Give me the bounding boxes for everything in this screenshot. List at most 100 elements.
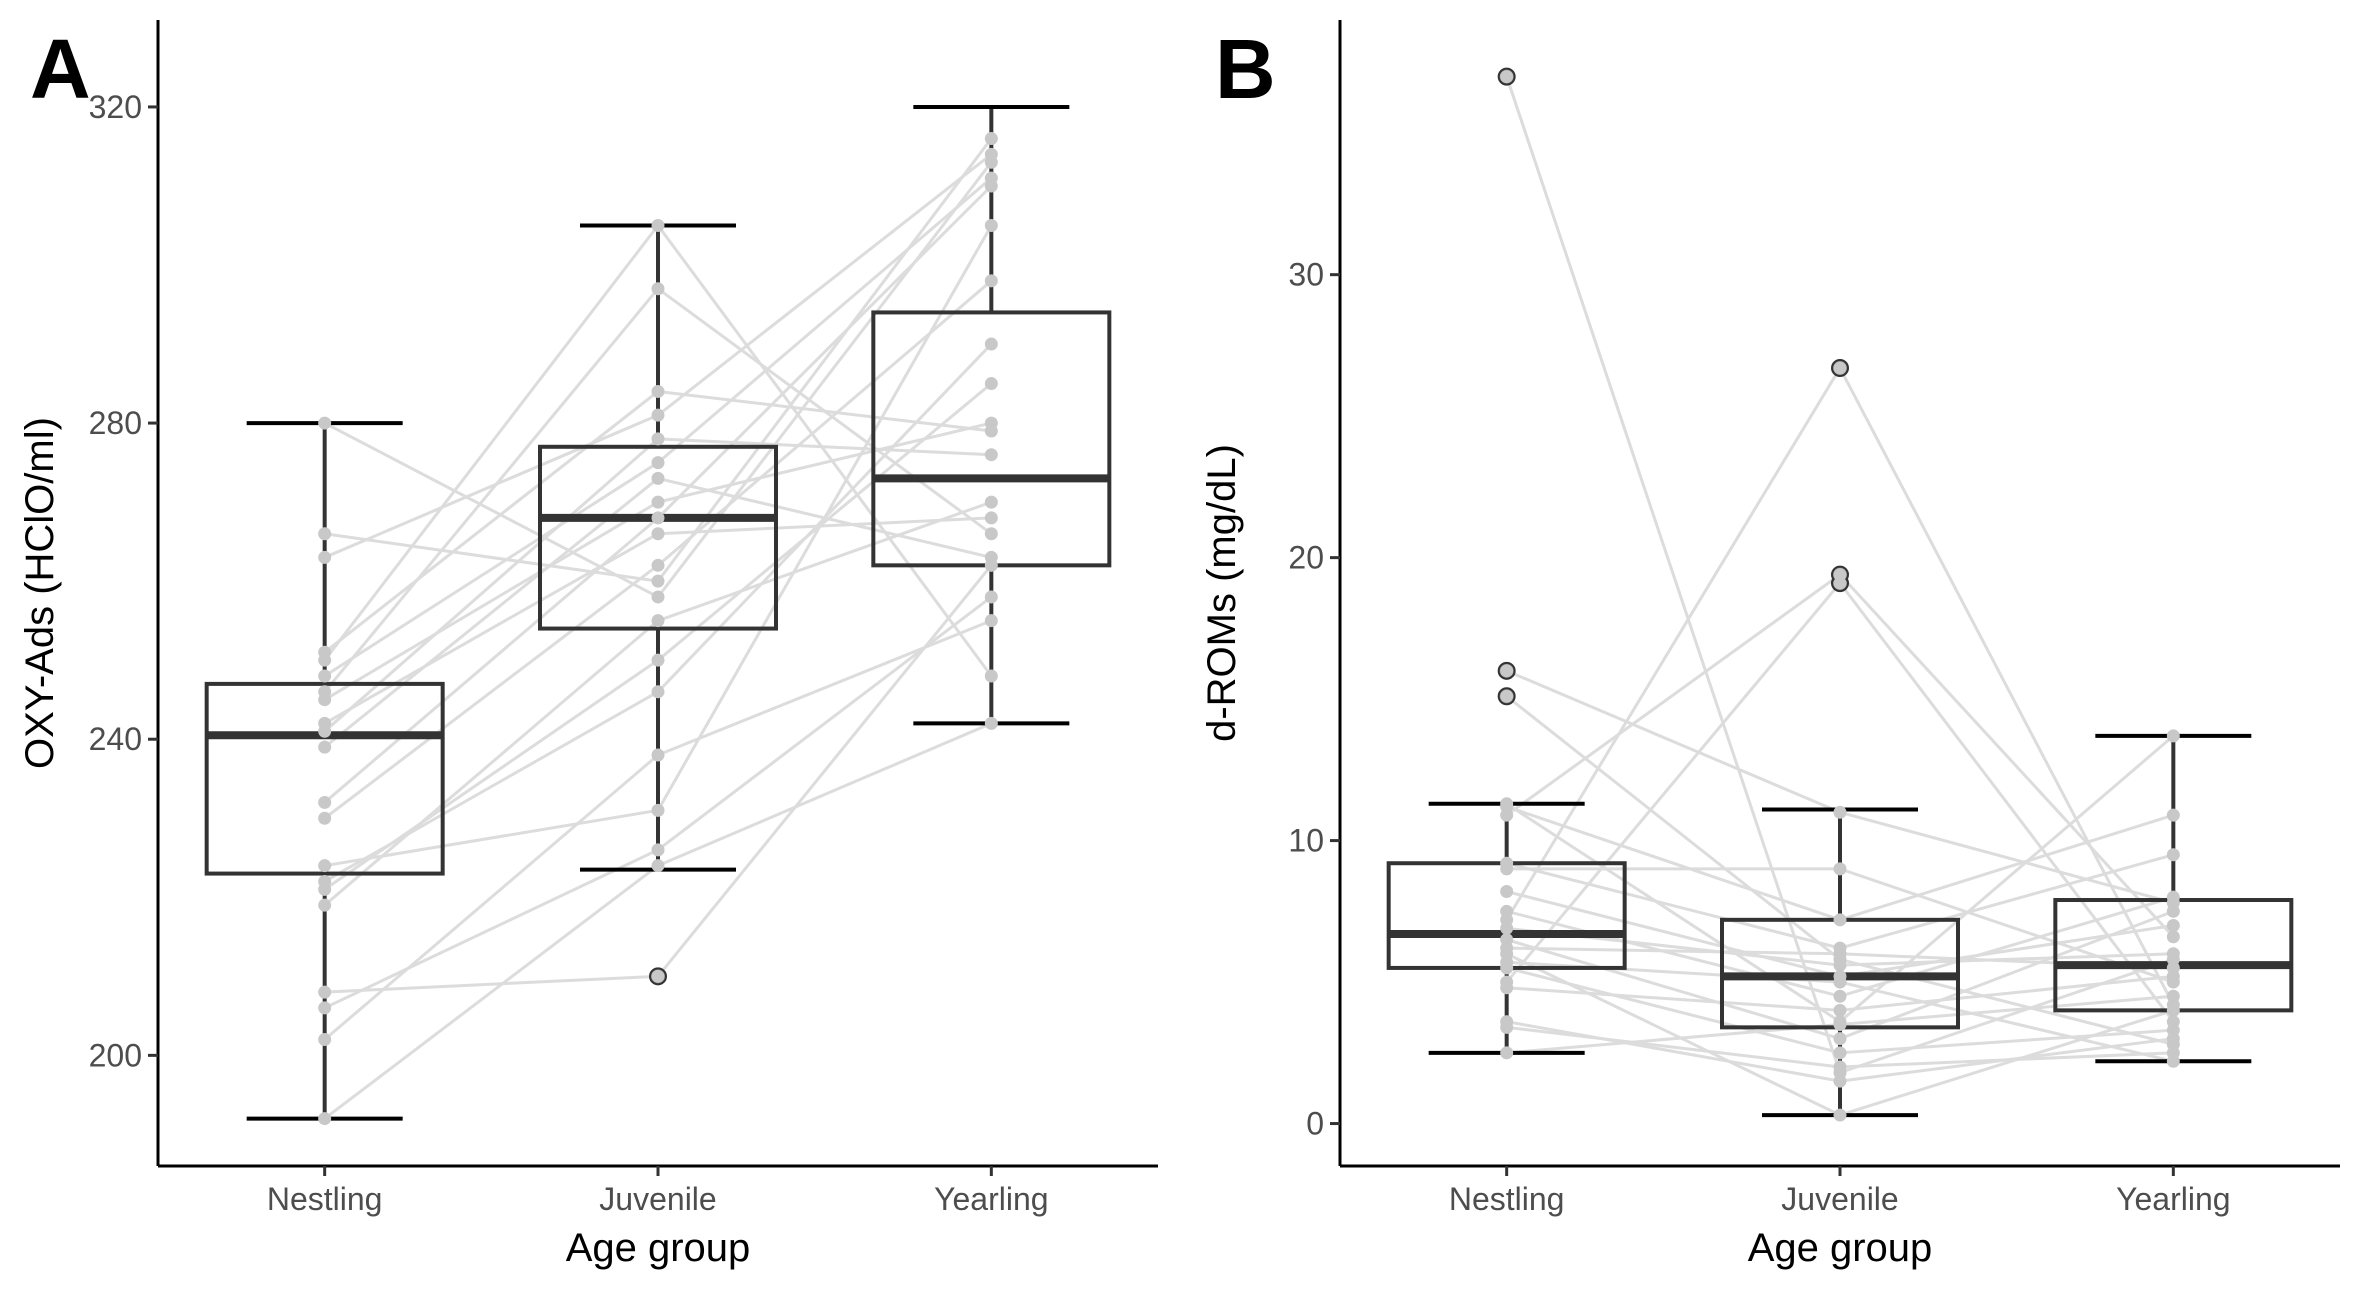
data-point [1500, 975, 1514, 989]
individual-line [657, 619, 992, 757]
individual-points [1500, 70, 2180, 1122]
data-point [984, 511, 998, 525]
individual-line [656, 161, 993, 598]
individual-line [323, 753, 659, 1041]
data-point [2166, 808, 2180, 822]
data-point [318, 416, 332, 430]
individual-line [1506, 986, 1841, 1012]
data-point [984, 614, 998, 628]
data-point [318, 716, 332, 730]
individual-line [324, 974, 659, 994]
data-point [984, 155, 998, 169]
individual-line [1839, 974, 2174, 1012]
x-tick-label: Juvenile [1781, 1181, 1898, 1217]
x-tick-label: Juvenile [599, 1181, 716, 1217]
x-tick-label: Yearling [934, 1181, 1048, 1217]
data-point [651, 511, 665, 525]
data-point [2166, 975, 2180, 989]
data-point [984, 274, 998, 288]
data-point [651, 408, 665, 422]
data-point [651, 384, 665, 398]
data-point [2166, 1037, 2180, 1051]
data-point [984, 716, 998, 730]
individual-line [1506, 938, 1841, 1041]
data-point [1500, 797, 1514, 811]
data-point [984, 495, 998, 509]
individual-line [657, 437, 992, 457]
data-point [651, 495, 665, 509]
individual-line [323, 500, 659, 701]
y-axis-title: OXY-Ads (HClO/ml) [18, 417, 62, 769]
individual-lines [323, 137, 993, 1120]
individual-line [323, 564, 659, 820]
data-point [1833, 941, 1847, 955]
data-point [651, 432, 665, 446]
individual-line [324, 808, 659, 868]
data-point [651, 574, 665, 588]
data-point [1833, 1003, 1847, 1017]
data-point [1833, 913, 1847, 927]
data-point [318, 740, 332, 754]
data-point [318, 1033, 332, 1047]
individual-line [323, 864, 659, 1120]
data-point [318, 859, 332, 873]
data-point [1500, 913, 1514, 927]
data-point [1833, 1108, 1847, 1122]
y-tick-label: 240 [89, 721, 142, 757]
data-point [984, 377, 998, 391]
data-point [2166, 896, 2180, 910]
individual-line [323, 421, 659, 599]
data-point [1833, 805, 1847, 819]
data-point [2166, 952, 2180, 966]
individual-line [657, 476, 992, 559]
panel-a: 200 240 280 320 Nestling Juvenile Yearling Age … [18, 20, 1158, 1270]
data-point [1833, 1046, 1847, 1060]
individual-line [1505, 367, 1842, 921]
data-point [651, 614, 665, 628]
individual-line [324, 413, 659, 559]
data-point [651, 748, 665, 762]
data-point [318, 985, 332, 999]
panel-label: A [30, 22, 91, 116]
individual-line [323, 390, 659, 654]
individual-points [318, 132, 998, 1126]
x-tick-label: Yearling [2116, 1181, 2230, 1217]
data-point [1833, 361, 1847, 375]
data-point [318, 685, 332, 699]
y-tick-label: 20 [1288, 540, 1324, 576]
data-point [651, 843, 665, 857]
box-yearling [871, 104, 1112, 726]
data-point [984, 337, 998, 351]
x-axis-title: Age group [1748, 1226, 1933, 1270]
individual-line [657, 176, 993, 464]
data-point [318, 795, 332, 809]
individual-line [1506, 669, 1841, 814]
data-point [1500, 689, 1514, 703]
individual-line [657, 421, 992, 504]
data-point [651, 471, 665, 485]
individual-line [323, 690, 659, 883]
individual-line [324, 848, 659, 1010]
data-point [318, 669, 332, 683]
individual-line [657, 595, 993, 852]
individual-line [1506, 952, 1841, 1117]
data-point [984, 527, 998, 541]
data-point [318, 550, 332, 564]
data-point [984, 590, 998, 604]
individual-line [323, 477, 659, 749]
individual-line [656, 564, 993, 978]
data-point [1833, 1032, 1847, 1046]
y-tick-label: 10 [1288, 823, 1324, 859]
data-point [651, 218, 665, 232]
data-point [318, 527, 332, 541]
individual-line [1839, 1037, 2174, 1083]
individual-line [1505, 802, 1841, 1023]
x-tick-label: Nestling [1449, 1181, 1565, 1217]
data-point [1500, 70, 1514, 84]
data-point [2166, 930, 2180, 944]
data-point [984, 550, 998, 564]
individual-line [323, 532, 659, 725]
data-point [1500, 1015, 1514, 1029]
